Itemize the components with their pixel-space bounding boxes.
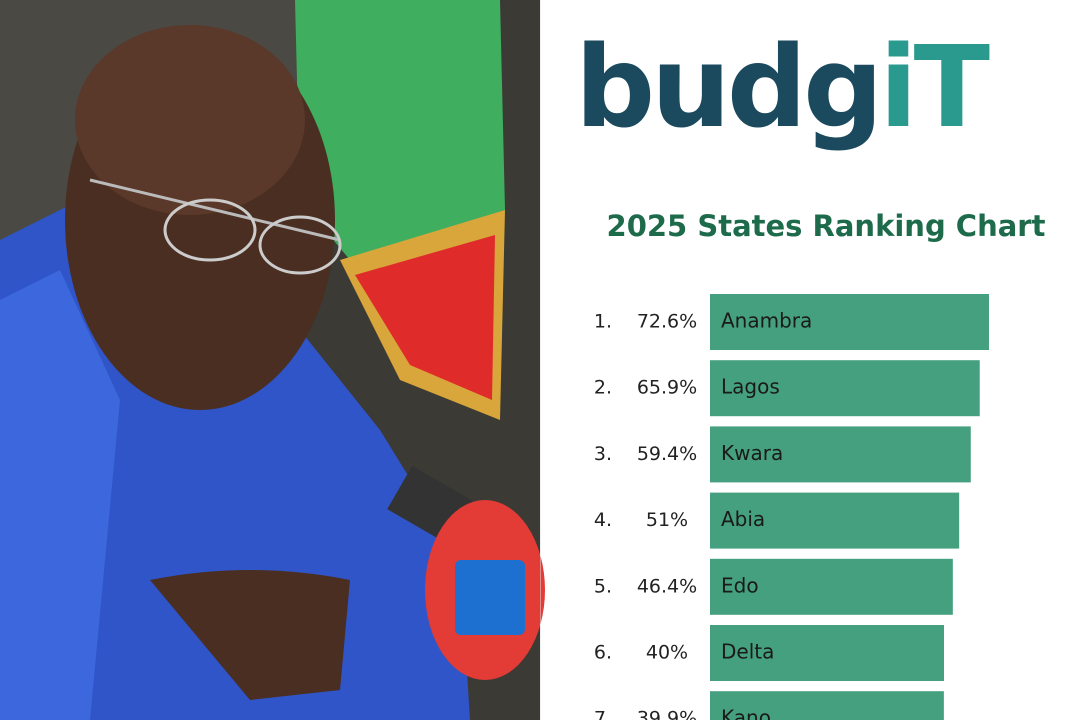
value-label: 51% (646, 509, 688, 531)
bar (710, 625, 944, 681)
rank-label: 2. (594, 377, 612, 399)
logo-part: budg (575, 23, 879, 153)
category-label: Kano (721, 706, 771, 720)
category-label: Anambra (721, 309, 812, 333)
bar (710, 492, 960, 549)
category-label: Kwara (721, 441, 783, 465)
category-label: Edo (721, 573, 759, 597)
rank-label: 5. (594, 575, 612, 597)
value-label: 39.9% (637, 708, 697, 720)
category-label: Delta (721, 640, 774, 664)
value-label: 40% (646, 642, 688, 664)
bar (710, 360, 980, 417)
category-label: Lagos (721, 375, 780, 399)
bar (710, 294, 989, 350)
chart-title: 2025 States Ranking Chart (607, 209, 1046, 243)
bar (710, 426, 971, 483)
value-label: 65.9% (637, 377, 697, 399)
rank-label: 3. (594, 443, 612, 465)
bar (710, 558, 953, 615)
rank-label: 7. (594, 708, 612, 720)
value-label: 46.4% (637, 575, 697, 597)
rank-label: 1. (594, 311, 612, 333)
rank-label: 6. (594, 642, 612, 664)
value-label: 59.4% (637, 443, 697, 465)
rank-label: 4. (594, 509, 612, 531)
category-label: Abia (721, 507, 765, 531)
logo: budgiT (575, 23, 990, 153)
bar (710, 691, 944, 720)
value-label: 72.6% (637, 311, 697, 333)
logo-part: iT (879, 23, 989, 153)
photo (0, 0, 545, 720)
